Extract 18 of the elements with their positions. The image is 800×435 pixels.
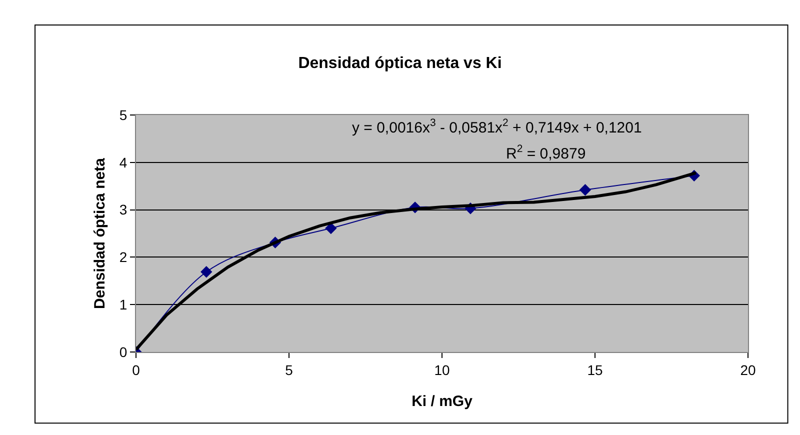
annotation: y = 0,0016x$^{3}$ - 0,0581x$^{2}$ + 0,7149x + 0,1201	[352, 117, 642, 136]
point	[579, 184, 592, 196]
x-tick-label: 10	[434, 362, 450, 378]
chart-title: Densidad óptica neta vs Ki	[298, 54, 502, 72]
y-tick-label: 0	[119, 344, 128, 360]
y-tick-label: 4	[119, 154, 128, 170]
y-tick-label: 5	[119, 106, 128, 123]
x-tick-label: 5	[285, 362, 294, 378]
x-tick-label: 0	[132, 362, 140, 378]
y-tick-label: 1	[119, 296, 128, 312]
y-tick-label: 3	[119, 202, 128, 218]
x-tick-label: 15	[587, 362, 603, 378]
y-axis-title: Densidad óptica neta	[92, 157, 109, 309]
point	[200, 266, 212, 278]
y-tick-label: 2	[119, 249, 128, 266]
x-tick-label: 20	[740, 362, 756, 378]
x-axis-title: Ki / mGy	[412, 392, 474, 410]
annotation: R$^{2}$ = 0,9879	[506, 143, 586, 162]
